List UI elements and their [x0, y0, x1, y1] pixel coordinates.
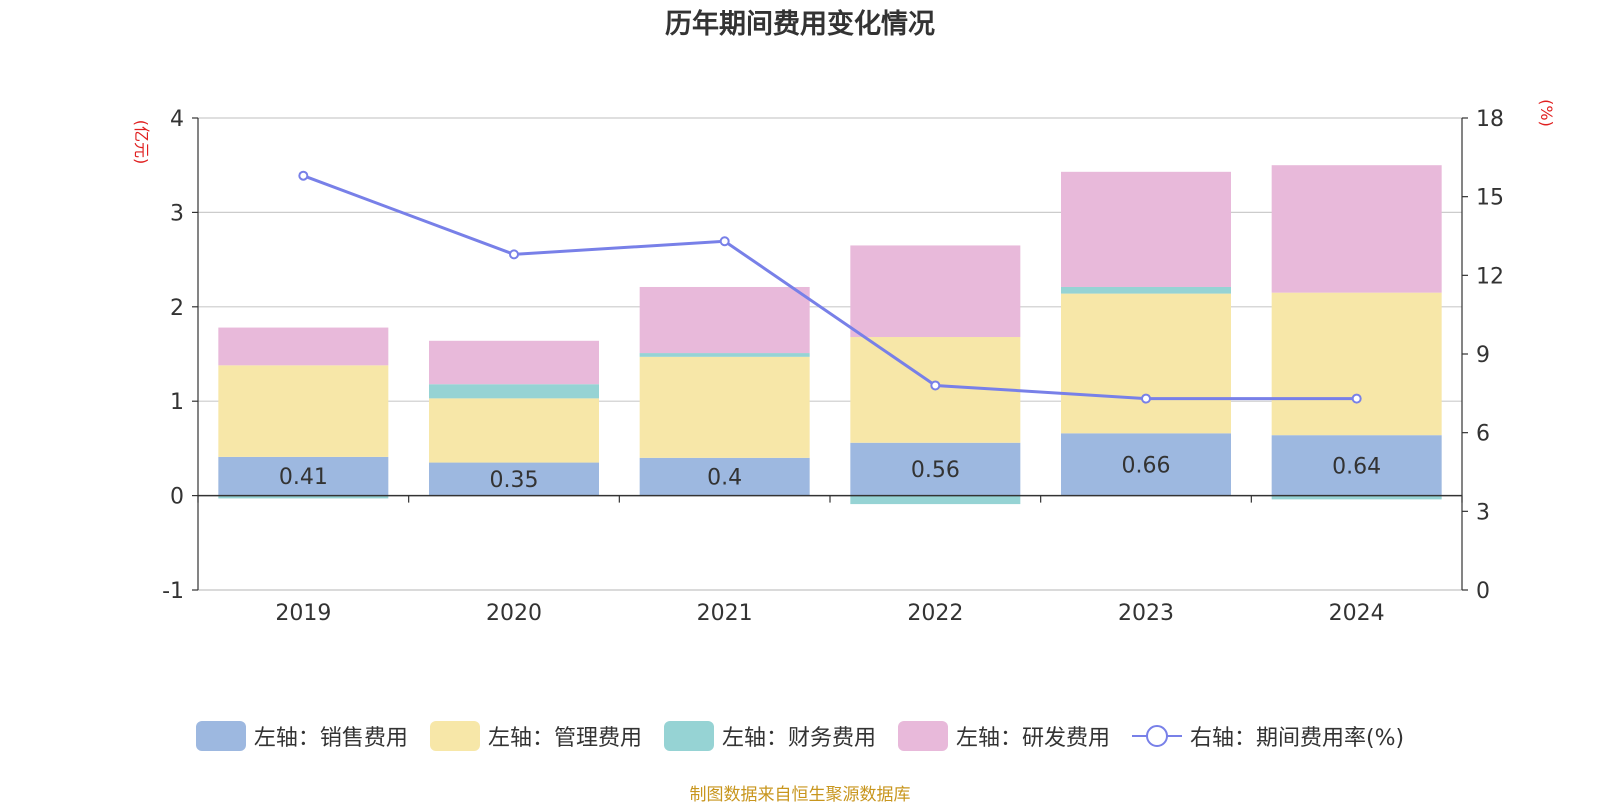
bar-segment-4-2023	[1061, 171, 1231, 287]
right-axis-unit-label: (%)	[1537, 99, 1556, 127]
legend-item-expense-rate[interactable]: 右轴：期间费用率(%)	[1131, 720, 1405, 752]
left-axis-tick-label: 3	[170, 201, 184, 226]
data-label-sales: 0.41	[279, 465, 328, 490]
bar-segment-2-2019	[218, 365, 389, 457]
expense-rate-point	[1351, 393, 1362, 404]
chart-title: 历年期间费用变化情况	[665, 9, 935, 40]
grid-layer	[198, 117, 1462, 591]
data-label-sales: 0.66	[1122, 453, 1171, 478]
bar-segment-2-2023	[1061, 293, 1231, 434]
bar-segment-4-2024	[1271, 165, 1442, 293]
legend-item-admin[interactable]: 左轴：管理费用	[429, 720, 642, 752]
x-axis-tick-label: 2020	[486, 601, 542, 626]
bar-segment-3-2019	[218, 495, 389, 499]
bar-segment-2-2020	[429, 398, 599, 463]
legend-swatch-sales	[195, 721, 246, 751]
bar-segment-1-2022	[850, 442, 1021, 496]
bar-segment-1-2021	[639, 457, 810, 496]
source-note: 制图数据来自恒生聚源数据库	[689, 785, 911, 805]
bar-segment-3-2023	[1061, 286, 1231, 294]
right-axis-tick-label: 12	[1476, 264, 1504, 289]
left-axis-unit-label: (亿元)	[132, 120, 151, 165]
bar-segment-4-2020	[429, 340, 599, 385]
x-axis-tick-label: 2022	[907, 601, 963, 626]
axis-layer: 4 3 2 1 0 -1 18 15 12 9 6 3 0 (亿元) (%) 2019 2020 2021 2022…	[132, 99, 1556, 626]
data-label-sales: 0.35	[490, 468, 539, 493]
right-axis-tick-label: 3	[1476, 500, 1490, 525]
legend-label-sales: 左轴：销售费用	[253, 726, 408, 751]
legend-swatch-finance	[663, 721, 714, 751]
legend-item-finance[interactable]: 左轴：财务费用	[663, 720, 876, 752]
legend-item-rnd[interactable]: 左轴：研发费用	[897, 720, 1110, 752]
x-axis-tick-label: 2021	[697, 601, 753, 626]
bar-segment-1-2020	[429, 462, 599, 496]
legend-swatch-rnd	[897, 721, 948, 751]
line-layer	[298, 170, 1362, 404]
right-axis-tick-label: 0	[1476, 579, 1490, 604]
bar-segment-4-2019	[218, 327, 389, 366]
right-axis-tick-label: 6	[1476, 422, 1490, 447]
left-axis-tick-label: 4	[170, 107, 184, 132]
left-axis-tick-label: -1	[162, 579, 184, 604]
legend: 左轴：销售费用 左轴：管理费用 左轴：财务费用 左轴：研发费用 右轴：期间费用率…	[0, 720, 1600, 752]
label-layer: 0.41 0.35 0.4 0.56 0.66 0.64	[279, 453, 1381, 493]
bar-segment-3-2020	[429, 384, 599, 399]
x-axis-tick-label: 2019	[275, 601, 331, 626]
bar-segment-1-2024	[1271, 435, 1442, 496]
left-axis-tick-label: 2	[170, 296, 184, 321]
expense-rate-point	[719, 236, 730, 247]
legend-label-finance: 左轴：财务费用	[721, 726, 876, 751]
expense-rate-line	[302, 174, 1357, 401]
bar-segment-3-2024	[1271, 495, 1442, 500]
data-label-sales: 0.64	[1332, 454, 1381, 479]
right-axis-tick-label: 15	[1476, 186, 1504, 211]
bar-segment-2-2021	[639, 356, 810, 458]
bar-segment-1-2023	[1061, 433, 1231, 496]
right-axis-tick-label: 9	[1476, 343, 1490, 368]
legend-label-rnd: 左轴：研发费用	[955, 726, 1110, 751]
bar-layer	[218, 165, 1442, 505]
x-axis-tick-label: 2023	[1118, 601, 1174, 626]
data-label-sales: 0.56	[911, 458, 960, 483]
bar-segment-3-2022	[850, 495, 1021, 505]
legend-swatch-admin	[429, 721, 480, 751]
legend-label-expense-rate: 右轴：期间费用率(%)	[1189, 726, 1405, 751]
bar-segment-2-2024	[1271, 292, 1442, 436]
left-axis-tick-label: 1	[170, 390, 184, 415]
legend-label-admin: 左轴：管理费用	[487, 726, 642, 751]
expense-rate-point	[509, 249, 519, 260]
left-axis-tick-label: 0	[170, 485, 184, 510]
right-axis-tick-label: 18	[1476, 107, 1504, 132]
bar-segment-3-2021	[639, 353, 810, 357]
expense-rate-point	[930, 380, 941, 391]
x-axis-tick-label: 2024	[1329, 601, 1385, 626]
data-label-sales: 0.4	[707, 466, 742, 491]
legend-item-sales[interactable]: 左轴：销售费用	[195, 720, 408, 752]
legend-line-marker-icon	[1131, 721, 1182, 751]
expense-rate-point	[298, 170, 309, 181]
bar-segment-1-2019	[218, 456, 389, 496]
bar-segment-4-2022	[850, 245, 1021, 338]
bar-segment-4-2021	[639, 286, 810, 354]
expense-rate-point	[1141, 393, 1151, 404]
